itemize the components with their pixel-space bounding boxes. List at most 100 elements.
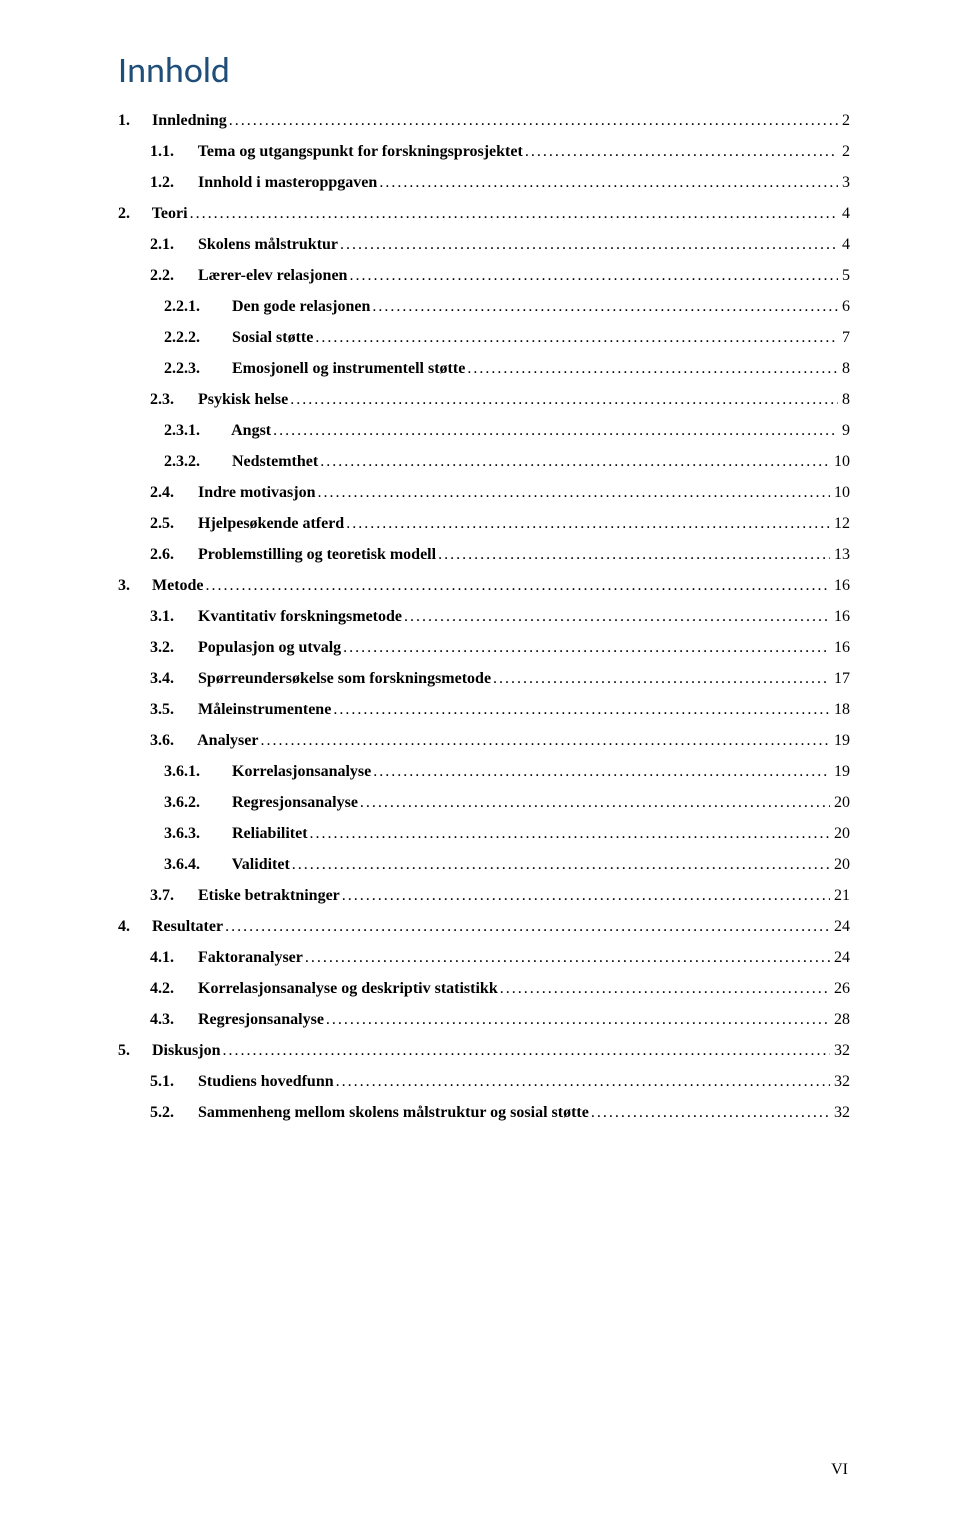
toc-entry-number: 2.2.2.: [164, 328, 228, 348]
toc-entry[interactable]: 2.4. Indre motivasjon10: [118, 478, 850, 509]
toc-entry-number: 3.6.: [150, 731, 194, 751]
dot-leader: [349, 266, 838, 286]
toc-entry[interactable]: 3.5. Måleinstrumentene 18: [118, 695, 850, 726]
toc-entry-text: Korrelasjonsanalyse og deskriptiv statis…: [198, 980, 498, 997]
toc-entry-page: 6: [840, 297, 850, 317]
toc-entry[interactable]: 2.3.2. Nedstemthet10: [118, 447, 850, 478]
toc-entry-label: 3.5. Måleinstrumentene: [150, 700, 331, 720]
toc-entry-text: Reliabilitet: [232, 825, 308, 842]
toc-entry-text: Den gode relasjonen: [232, 298, 370, 315]
toc-entry-number: 1.1.: [150, 142, 194, 162]
toc-entry[interactable]: 2.3. Psykisk helse8: [118, 385, 850, 416]
toc-entry-text: Resultater: [152, 918, 223, 935]
toc-entry[interactable]: 3.6.4. Validitet 20: [118, 850, 850, 881]
toc-entry-number: 4.: [118, 917, 148, 937]
toc-entry[interactable]: 5. Diskusjon32: [118, 1036, 850, 1067]
toc-entry[interactable]: 4.3. Regresjonsanalyse28: [118, 1005, 850, 1036]
toc-entry[interactable]: 4. Resultater 24: [118, 912, 850, 943]
toc-entry-label: 2.2.2. Sosial støtte: [164, 328, 313, 348]
toc-entry-page: 20: [832, 855, 850, 875]
dot-leader: [438, 545, 830, 565]
toc-entry[interactable]: 3.4. Spørreundersøkelse som forskningsme…: [118, 664, 850, 695]
toc-entry-page: 20: [832, 793, 850, 813]
toc-entry-number: 2.3.2.: [164, 452, 228, 472]
dot-leader: [292, 855, 830, 875]
toc-entry[interactable]: 2.1. Skolens målstruktur4: [118, 230, 850, 261]
toc-entry-number: 3.: [118, 576, 148, 596]
toc-entry[interactable]: 3.1. Kvantitativ forskningsmetode16: [118, 602, 850, 633]
toc-entry[interactable]: 1.1. Tema og utgangspunkt for forsknings…: [118, 137, 850, 168]
dot-leader: [318, 483, 831, 503]
toc-entry[interactable]: 2.6. Problemstilling og teoretisk modell…: [118, 540, 850, 571]
dot-leader: [310, 824, 830, 844]
toc-entry-page: 10: [832, 483, 850, 503]
toc-entry-page: 4: [840, 204, 850, 224]
toc-entry[interactable]: 3.7. Etiske betraktninger21: [118, 881, 850, 912]
toc-entry-number: 2.3.1.: [164, 421, 228, 441]
toc-entry-number: 4.1.: [150, 948, 194, 968]
toc-entry-label: 4. Resultater: [118, 917, 223, 937]
toc-entry-text: Diskusjon: [152, 1042, 220, 1059]
toc-entry-page: 3: [840, 173, 850, 193]
toc-entry-number: 2.: [118, 204, 148, 224]
dot-leader: [373, 762, 830, 782]
toc-entry-page: 19: [832, 762, 850, 782]
toc-entry[interactable]: 2.2. Lærer-elev relasjonen5: [118, 261, 850, 292]
toc-entry-page: 18: [832, 700, 850, 720]
toc-entry-text: Innhold i masteroppgaven: [198, 174, 377, 191]
toc-entry-page: 2: [840, 111, 850, 131]
toc-entry-number: 2.4.: [150, 483, 194, 503]
toc-entry[interactable]: 2.2.3. Emosjonell og instrumentell støtt…: [118, 354, 850, 385]
dot-leader: [305, 948, 830, 968]
toc-entry[interactable]: 2. Teori4: [118, 199, 850, 230]
toc-entry[interactable]: 3.6.2. Regresjonsanalyse20: [118, 788, 850, 819]
toc-entry[interactable]: 5.1. Studiens hovedfunn32: [118, 1067, 850, 1098]
toc-entry-label: 1.2. Innhold i masteroppgaven: [150, 173, 377, 193]
toc-entry[interactable]: 4.1. Faktoranalyser24: [118, 943, 850, 974]
toc-entry[interactable]: 1. Innledning2: [118, 106, 850, 137]
toc-entry-page: 16: [832, 638, 850, 658]
toc-entry-number: 4.3.: [150, 1010, 194, 1030]
toc-entry[interactable]: 3.2. Populasjon og utvalg 16: [118, 633, 850, 664]
toc-entry-text: Hjelpesøkende atferd: [198, 515, 344, 532]
toc-entry-label: 3.6.1. Korrelasjonsanalyse: [164, 762, 371, 782]
toc-entry-number: 3.6.4.: [164, 855, 228, 875]
dot-leader: [342, 886, 830, 906]
toc-entry[interactable]: 3.6.1. Korrelasjonsanalyse 19: [118, 757, 850, 788]
toc-entry[interactable]: 2.2.2. Sosial støtte7: [118, 323, 850, 354]
toc-entry-number: 3.6.3.: [164, 824, 228, 844]
toc-entry[interactable]: 5.2. Sammenheng mellom skolens målstrukt…: [118, 1098, 850, 1129]
toc-entry-text: Psykisk helse: [198, 391, 288, 408]
toc-entry-number: 5.: [118, 1041, 148, 1061]
toc-entry[interactable]: 1.2. Innhold i masteroppgaven 3: [118, 168, 850, 199]
toc-entry[interactable]: 2.3.1. Angst9: [118, 416, 850, 447]
toc-entry[interactable]: 4.2. Korrelasjonsanalyse og deskriptiv s…: [118, 974, 850, 1005]
toc-entry-text: Nedstemthet: [232, 453, 318, 470]
toc-entry-label: 2.2.1. Den gode relasjonen: [164, 297, 370, 317]
toc-entry-number: 5.2.: [150, 1103, 194, 1123]
toc-entry-number: 2.2.1.: [164, 297, 228, 317]
toc-entry-text: Tema og utgangspunkt for forskningsprosj…: [198, 143, 523, 160]
toc-entry-text: Faktoranalyser: [198, 949, 303, 966]
page-title: Innhold: [118, 48, 850, 92]
toc-entry-text: Analyser: [197, 732, 258, 749]
toc-entry-page: 4: [840, 235, 850, 255]
toc-entry-text: Studiens hovedfunn: [198, 1073, 334, 1090]
toc-entry-number: 3.2.: [150, 638, 194, 658]
toc-entry-label: 3.6.4. Validitet: [164, 855, 290, 875]
toc-entry[interactable]: 3.6. Analyser19: [118, 726, 850, 757]
toc-entry[interactable]: 3.6.3. Reliabilitet20: [118, 819, 850, 850]
page-number-footer: VI: [831, 1461, 848, 1479]
dot-leader: [493, 669, 830, 689]
toc-entry[interactable]: 2.5. Hjelpesøkende atferd12: [118, 509, 850, 540]
toc-entry-label: 2.3.2. Nedstemthet: [164, 452, 318, 472]
toc-entry-page: 8: [840, 359, 850, 379]
dot-leader: [591, 1103, 830, 1123]
toc-entry-label: 4.3. Regresjonsanalyse: [150, 1010, 324, 1030]
toc-entry-page: 12: [832, 514, 850, 534]
toc-entry-text: Populasjon og utvalg: [198, 639, 341, 656]
toc-entry-text: Sammenheng mellom skolens målstruktur og…: [198, 1104, 589, 1121]
toc-entry[interactable]: 3. Metode16: [118, 571, 850, 602]
toc-entry-page: 24: [832, 917, 850, 937]
toc-entry[interactable]: 2.2.1. Den gode relasjonen 6: [118, 292, 850, 323]
